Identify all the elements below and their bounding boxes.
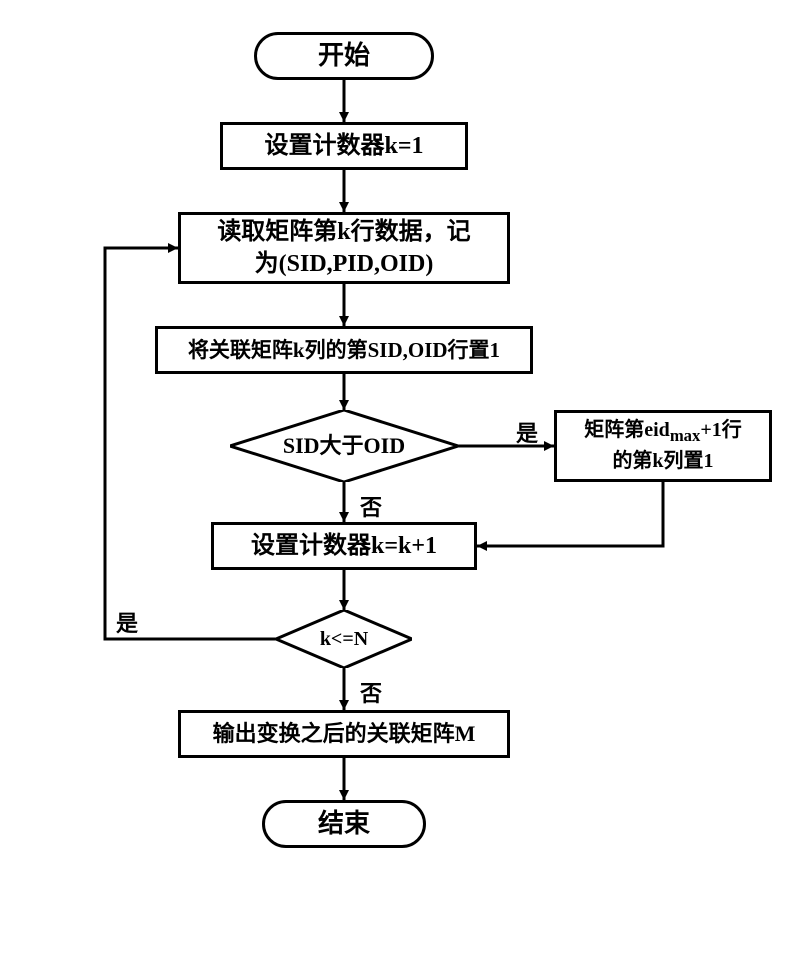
label: 输出变换之后的关联矩阵M [213,719,476,749]
node-set-k-1: 设置计数器k=1 [220,122,468,170]
node-side-set-eidmax: 矩阵第eidmax+1行的第k列置1 [554,410,772,482]
edge-label-yes-2: 是 [116,606,138,638]
label: 设置计数器k=1 [264,130,423,162]
node-start: 开始 [254,32,434,80]
label: 将关联矩阵k列的第SID,OID行置1 [188,336,500,364]
node-read-row: 读取矩阵第k行数据，记 为(SID,PID,OID) [178,212,510,284]
node-set-matrix-col: 将关联矩阵k列的第SID,OID行置1 [155,326,533,374]
node-decision-sid-oid: SID大于OID [230,410,458,482]
node-decision-k-n: k<=N [276,610,412,668]
label: k<=N [320,626,368,652]
label: 设置计数器k=k+1 [251,530,437,562]
node-increment-k: 设置计数器k=k+1 [211,522,477,570]
edge-label-yes-1: 是 [516,416,538,448]
edge-label-no-2: 否 [360,676,382,708]
edge-label-no-1: 否 [360,490,382,522]
node-output-m: 输出变换之后的关联矩阵M [178,710,510,758]
label: 开始 [318,38,370,73]
label: SID大于OID [283,432,405,461]
label: 矩阵第eidmax+1行的第k列置1 [584,417,742,475]
label: 读取矩阵第k行数据，记 为(SID,PID,OID) [217,216,470,281]
node-end: 结束 [262,800,426,848]
label: 结束 [318,806,370,841]
